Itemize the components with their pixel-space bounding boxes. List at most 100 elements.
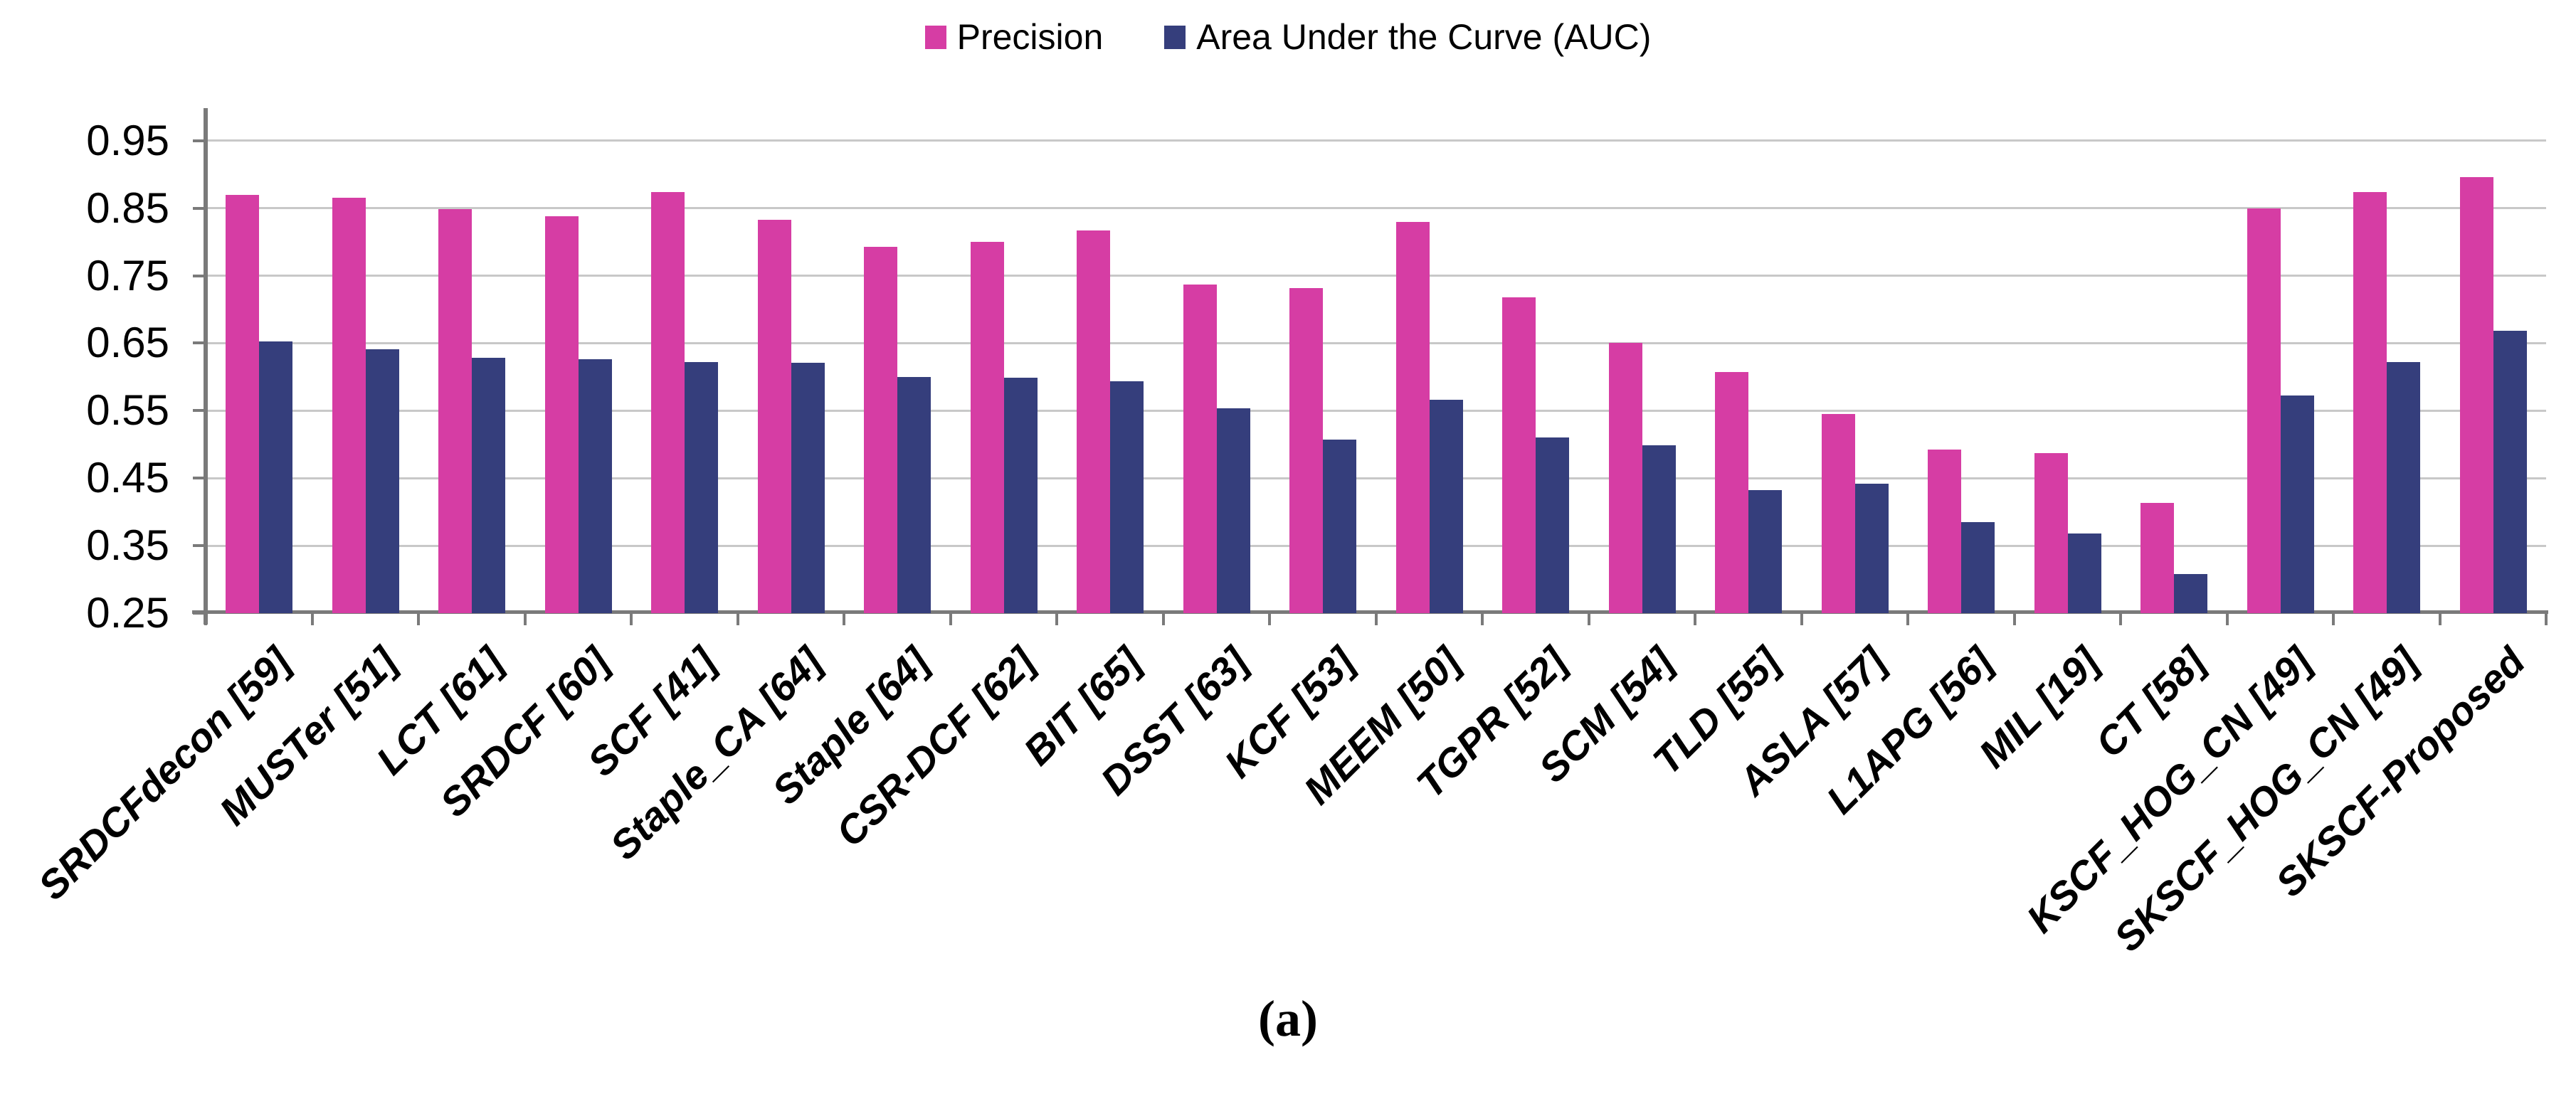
gridline <box>206 341 2546 344</box>
bar-precision <box>970 242 1004 613</box>
x-axis-tick <box>523 613 527 625</box>
bar-auc <box>1216 408 1250 613</box>
bar-precision <box>226 194 259 613</box>
bar-auc <box>2067 533 2101 613</box>
bar-auc <box>2280 395 2314 613</box>
x-axis-tick <box>2225 613 2229 625</box>
bar-auc <box>1642 445 1676 613</box>
x-axis-tick <box>843 613 845 625</box>
bar-auc <box>1536 437 1569 613</box>
x-axis-tick <box>736 613 739 625</box>
x-axis-tick <box>1055 613 1058 625</box>
bar-auc <box>578 359 612 613</box>
x-axis-tick <box>204 613 207 625</box>
bar-precision <box>864 246 897 613</box>
x-axis-line <box>192 610 2548 614</box>
y-axis-tick-label: 0.65 <box>86 319 169 367</box>
bar-precision <box>332 198 366 613</box>
bar-precision <box>1183 284 1217 613</box>
gridline <box>206 409 2546 412</box>
bar-auc <box>2174 573 2207 613</box>
y-axis-line <box>204 108 208 625</box>
x-axis-tick <box>417 613 420 625</box>
x-axis-tick <box>1800 613 1803 625</box>
bar-auc <box>1854 483 1889 613</box>
bar-precision <box>2140 503 2174 613</box>
x-axis-tick <box>1161 613 1165 625</box>
x-axis-tick <box>1481 613 1484 625</box>
x-axis-tick <box>2545 613 2548 625</box>
x-axis-tick <box>630 613 633 625</box>
y-axis-tick <box>193 139 206 142</box>
bar-precision <box>2247 208 2281 613</box>
x-axis-tick <box>310 613 314 625</box>
y-axis-tick <box>193 274 206 277</box>
y-axis-tick-label: 0.35 <box>86 521 169 570</box>
legend-label-precision: Precision <box>956 17 1104 57</box>
bar-precision <box>651 191 685 613</box>
x-axis-tick <box>2119 613 2122 625</box>
bar-auc <box>685 361 718 613</box>
y-axis-tick-label: 0.25 <box>86 589 169 637</box>
y-axis-tick <box>193 544 206 548</box>
bar-precision <box>1077 230 1110 613</box>
gridline <box>206 139 2546 142</box>
y-axis-tick-label: 0.95 <box>86 116 169 164</box>
bar-auc <box>1110 381 1144 613</box>
bar-auc <box>1748 490 1782 613</box>
bar-precision <box>2353 191 2387 613</box>
x-axis-tick <box>1268 613 1271 625</box>
bar-precision <box>1715 372 1748 613</box>
precision-swatch-icon <box>924 25 946 49</box>
x-axis-tick <box>949 613 952 625</box>
y-axis-tick <box>193 409 206 413</box>
bar-precision <box>757 219 791 613</box>
y-axis-tick-label: 0.45 <box>86 454 169 502</box>
legend-label-auc: Area Under the Curve (AUC) <box>1196 17 1652 57</box>
gridline <box>206 477 2546 479</box>
bar-auc <box>1003 377 1038 613</box>
bar-auc <box>472 358 505 613</box>
bar-auc <box>2493 331 2527 613</box>
bar-precision <box>1608 343 1642 613</box>
x-axis-tick <box>1374 613 1378 625</box>
bar-precision <box>1289 287 1323 613</box>
bar-precision <box>544 216 579 613</box>
x-axis-tick <box>2332 613 2335 625</box>
bar-auc <box>2387 361 2420 613</box>
bar-precision <box>1821 414 1855 613</box>
legend-entry-precision: Precision <box>924 17 1104 57</box>
bar-auc <box>1429 400 1463 613</box>
y-axis-tick-label: 0.75 <box>86 251 169 299</box>
bar-precision <box>438 209 472 613</box>
y-axis-tick <box>193 341 206 345</box>
bar-precision <box>1502 297 1536 613</box>
bar-auc <box>365 349 399 613</box>
bar-precision <box>1395 221 1430 613</box>
bar-precision <box>2034 453 2068 613</box>
bar-auc <box>897 376 931 613</box>
bar-precision <box>1928 450 1961 613</box>
bar-auc <box>791 362 825 613</box>
bar-auc <box>259 341 292 613</box>
gridline <box>206 207 2546 210</box>
y-axis-tick-label: 0.55 <box>86 386 169 435</box>
auc-swatch-icon <box>1164 25 1186 49</box>
gridline <box>206 275 2546 277</box>
gridline <box>206 544 2546 547</box>
bar-auc <box>1961 521 1995 613</box>
x-axis-tick <box>2012 613 2016 625</box>
x-axis-tick <box>1587 613 1590 625</box>
y-axis-tick <box>193 477 206 480</box>
bar-precision <box>2459 176 2493 613</box>
y-axis-tick <box>193 206 206 210</box>
x-axis-tick <box>1694 613 1696 625</box>
y-axis-tick-label: 0.85 <box>86 184 169 232</box>
chart-legend: Precision Area Under the Curve (AUC) <box>0 18 2576 55</box>
figure-caption: (a) <box>1258 990 1318 1047</box>
x-axis-tick <box>1906 613 1909 625</box>
bar-auc <box>1323 440 1356 613</box>
legend-entry-auc: Area Under the Curve (AUC) <box>1164 18 1651 55</box>
x-axis-tick <box>2438 613 2442 625</box>
